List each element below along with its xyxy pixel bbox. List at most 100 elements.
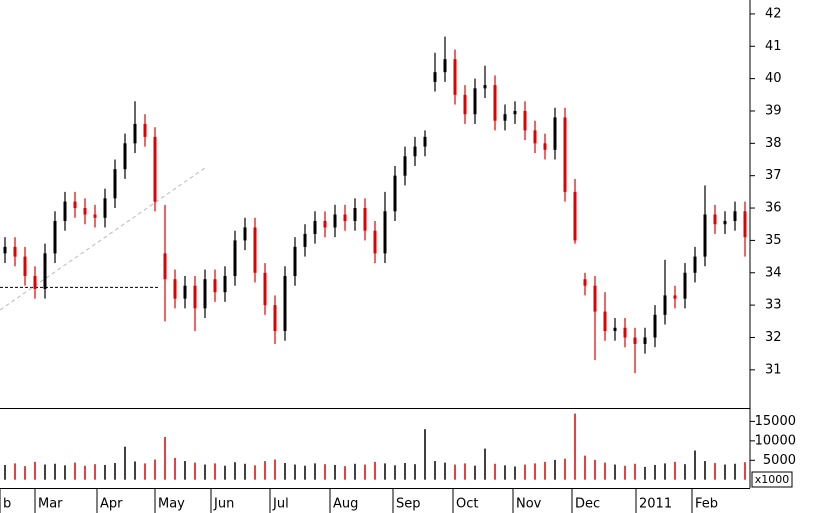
candle-body — [313, 220, 317, 234]
candle-body — [723, 220, 727, 225]
candle-body — [163, 253, 167, 280]
candle-body — [463, 94, 467, 115]
candle-body — [553, 117, 557, 150]
candle-body — [153, 136, 157, 202]
candle-body — [523, 110, 527, 131]
volume-bar — [484, 448, 486, 480]
candle-body — [173, 279, 177, 299]
volume-bar — [404, 463, 406, 480]
volume-bar — [34, 461, 36, 480]
x-tick-label: b — [3, 497, 11, 512]
candle-body — [603, 311, 607, 331]
volume-bar — [4, 464, 6, 480]
candle-body — [483, 85, 487, 89]
volume-bar — [734, 463, 736, 480]
candle-body — [53, 220, 57, 254]
candle-body — [333, 214, 337, 228]
volume-bar — [544, 461, 546, 480]
candle-body — [373, 230, 377, 254]
candle-body — [113, 169, 117, 199]
volume-bar — [104, 464, 106, 480]
candle-body — [353, 208, 357, 221]
volume-bar — [224, 465, 226, 480]
volume-bar — [204, 464, 206, 480]
y-tick-label: 40 — [765, 71, 782, 86]
x-tick-label: Nov — [516, 497, 542, 512]
candle-body — [443, 59, 447, 73]
x-tick-label: Apr — [100, 497, 123, 512]
candle-body — [563, 117, 567, 192]
candle-body — [33, 275, 37, 289]
candle-body — [493, 85, 497, 121]
candle-body — [283, 275, 287, 331]
candle-body — [403, 156, 407, 176]
volume-bar — [154, 459, 156, 480]
volume-bar — [114, 463, 116, 480]
volume-bar — [304, 465, 306, 480]
volume-bar — [534, 463, 536, 480]
volume-bar — [314, 463, 316, 480]
candle-body — [253, 227, 257, 273]
candle-body — [243, 227, 247, 241]
candle-body — [423, 136, 427, 147]
volume-bar — [424, 429, 426, 480]
volume-bar — [64, 465, 66, 480]
volume-bar — [194, 462, 196, 480]
volume-bar — [344, 466, 346, 480]
volume-bar — [24, 466, 26, 480]
volume-bar — [44, 464, 46, 480]
volume-bar — [144, 463, 146, 480]
y-tick-label: 39 — [765, 103, 782, 118]
volume-bar — [434, 461, 436, 480]
candle-body — [503, 114, 507, 121]
volume-bar — [494, 463, 496, 480]
y-tick-label: 32 — [765, 330, 782, 345]
volume-tick-label: 10000 — [755, 433, 796, 448]
y-tick-label: 31 — [765, 362, 782, 377]
volume-bar — [14, 463, 16, 480]
volume-bar — [134, 461, 136, 480]
candle-body — [83, 208, 87, 215]
candle-body — [133, 123, 137, 144]
volume-bar — [574, 413, 576, 480]
volume-bar — [54, 463, 56, 480]
volume-bar — [274, 459, 276, 480]
candle-body — [13, 246, 17, 257]
y-tick-label: 33 — [765, 298, 782, 313]
candle-body — [123, 143, 127, 170]
volume-bar — [264, 461, 266, 480]
volume-bar — [594, 459, 596, 480]
volume-bar — [454, 464, 456, 480]
volume-bar — [74, 462, 76, 480]
candle-body — [103, 198, 107, 218]
candle-body — [703, 214, 707, 257]
volume-bar — [94, 464, 96, 480]
volume-bar — [394, 465, 396, 480]
candle-body — [383, 211, 387, 254]
volume-bar — [654, 464, 656, 480]
candle-body — [513, 110, 517, 115]
candle-body — [683, 272, 687, 299]
candle-body — [343, 214, 347, 221]
volume-bar — [524, 464, 526, 480]
candle-body — [583, 279, 587, 286]
x-tick-label: Aug — [333, 497, 358, 512]
candle-body — [233, 240, 237, 276]
candle-body — [643, 337, 647, 344]
x-tick-label: Jul — [272, 497, 289, 512]
x-tick-label: May — [158, 497, 185, 512]
volume-unit-label: x1000 — [755, 473, 790, 486]
volume-bar — [234, 462, 236, 480]
volume-bar — [644, 466, 646, 480]
candle-body — [63, 201, 67, 221]
candle-body — [293, 246, 297, 276]
volume-bar — [364, 464, 366, 480]
volume-bar — [474, 465, 476, 480]
candle-body — [23, 256, 27, 276]
volume-bar — [174, 457, 176, 480]
volume-bar — [294, 464, 296, 480]
y-tick-label: 41 — [765, 39, 782, 54]
volume-tick-label: 15000 — [755, 414, 796, 429]
volume-bar — [634, 463, 636, 480]
